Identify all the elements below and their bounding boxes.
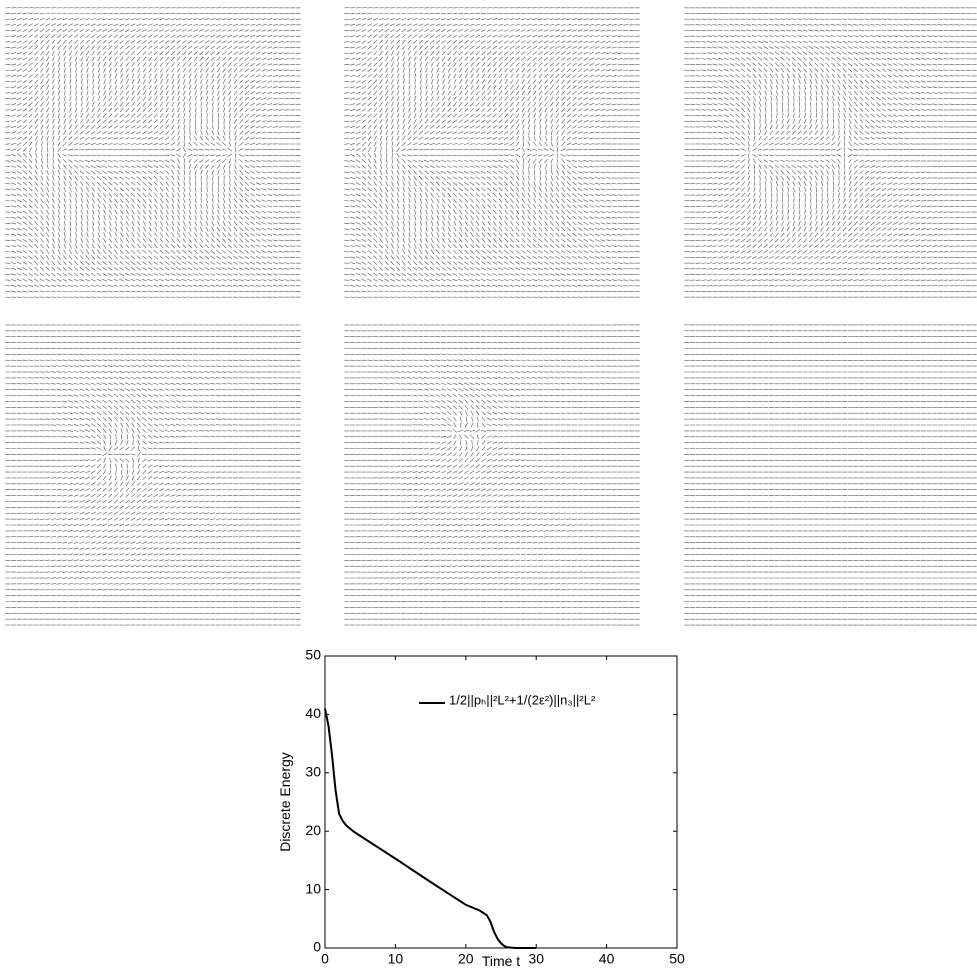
y-tick-label: 50: [305, 647, 321, 663]
director-field: [684, 324, 977, 626]
plot-frame: [324, 655, 678, 949]
x-tick-label: 30: [528, 950, 544, 966]
director-field: [5, 7, 301, 298]
y-tick-label: 40: [305, 705, 321, 721]
y-tick-label: 30: [305, 764, 321, 780]
director-field: [684, 7, 977, 298]
x-tick-label: 50: [669, 950, 685, 966]
y-tick-label: 20: [305, 822, 321, 838]
director-field: [5, 324, 301, 626]
x-tick-label: 0: [321, 950, 329, 966]
legend-label: 1/2||pₕ||²L²+1/(2ε²)||n₃||²L²: [449, 692, 596, 707]
y-tick-label: 10: [305, 880, 321, 896]
director-field: [344, 324, 640, 626]
vector-fields: [5, 7, 977, 626]
director-field: [344, 7, 640, 298]
x-tick-label: 10: [388, 950, 404, 966]
y-tick-label: 0: [313, 939, 321, 955]
x-tick-label: 40: [599, 950, 615, 966]
x-axis-label: Time t: [482, 953, 520, 969]
y-axis-label: Discrete Energy: [277, 752, 293, 852]
x-tick-label: 20: [458, 950, 474, 966]
energy-line: [324, 708, 537, 949]
